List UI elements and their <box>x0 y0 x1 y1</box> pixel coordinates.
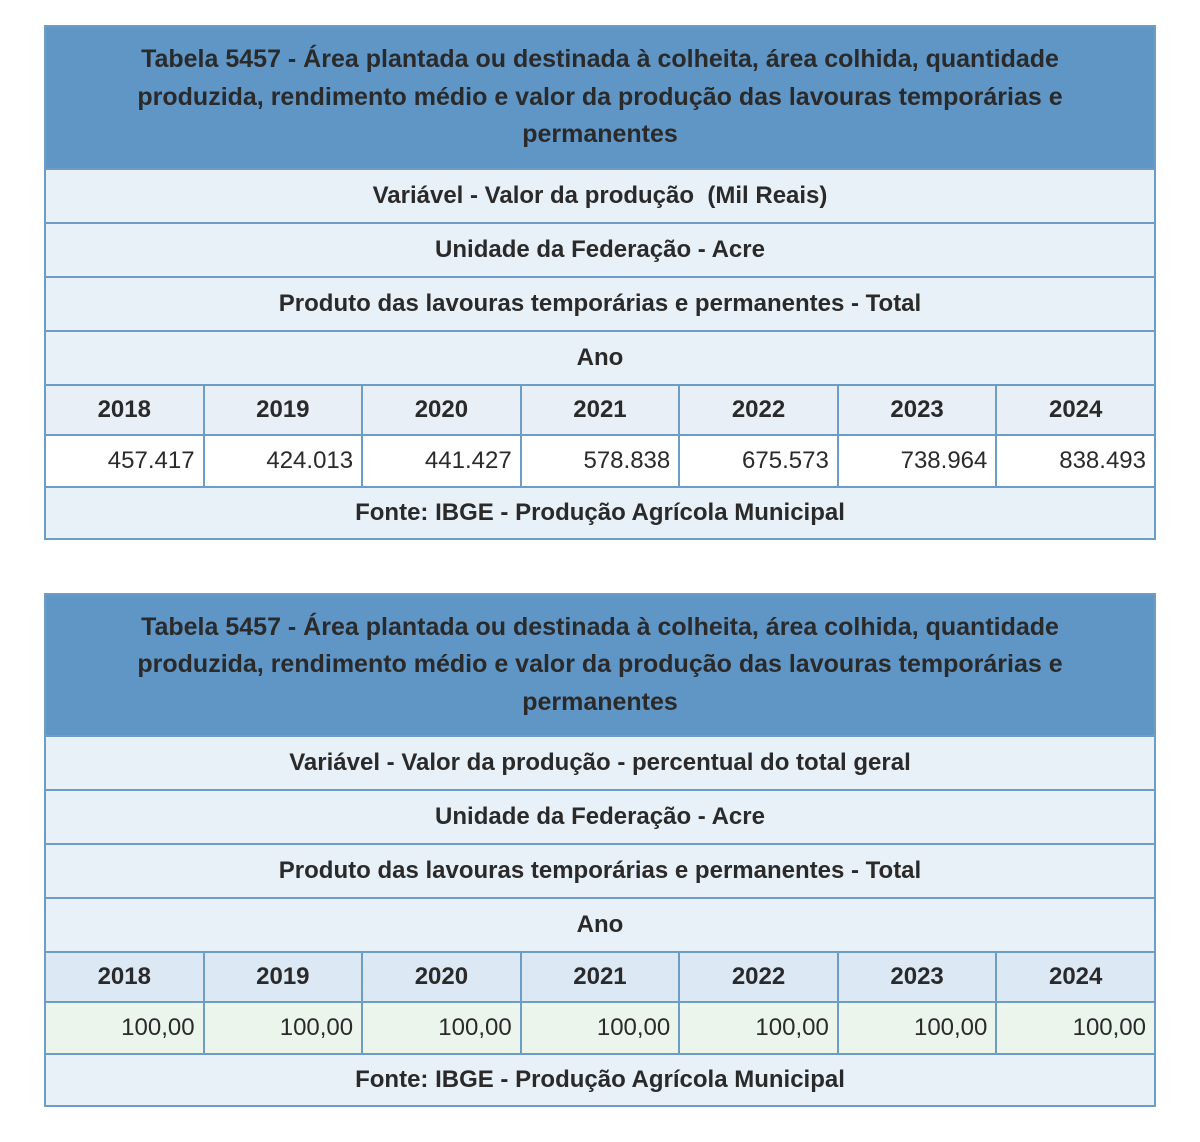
value-cell: 100,00 <box>361 1001 522 1055</box>
year-label: Ano <box>44 897 1156 953</box>
product-row: Produto das lavouras temporárias e perma… <box>44 275 1156 332</box>
year-header-row: 2018 2019 2020 2021 2022 2023 2024 <box>44 383 1156 436</box>
year-label-row: Ano <box>44 329 1156 386</box>
value-row: 457.417 424.013 441.427 578.838 675.573 … <box>44 433 1156 488</box>
federation-unit-row: Unidade da Federação - Acre <box>44 221 1156 278</box>
year-header-cell: 2022 <box>678 951 839 1003</box>
year-header-row: 2018 2019 2020 2021 2022 2023 2024 <box>44 951 1156 1003</box>
value-cell: 100,00 <box>836 1001 998 1055</box>
year-label-row: Ano <box>44 897 1156 953</box>
source-row: Fonte: IBGE - Produção Agrícola Municipa… <box>44 485 1156 540</box>
year-header-cell: 2019 <box>202 383 364 436</box>
year-header-cell: 2018 <box>44 951 205 1003</box>
variable-label: Variável - Valor da produção (Mil Reais) <box>44 167 1156 224</box>
year-header-cell: 2020 <box>361 951 522 1003</box>
year-header-cell: 2023 <box>836 951 998 1003</box>
year-header-cell: 2024 <box>995 951 1156 1003</box>
source-row: Fonte: IBGE - Produção Agrícola Municipa… <box>44 1053 1156 1107</box>
table-title: Tabela 5457 - Área plantada ou destinada… <box>44 25 1156 170</box>
year-header-cell: 2019 <box>202 951 364 1003</box>
product-row: Produto das lavouras temporárias e perma… <box>44 843 1156 899</box>
year-header-cell: 2020 <box>361 383 522 436</box>
variable-row: Variável - Valor da produção - percentua… <box>44 735 1156 791</box>
value-cell: 100,00 <box>678 1001 839 1055</box>
source-label: Fonte: IBGE - Produção Agrícola Municipa… <box>44 485 1156 540</box>
year-header-cell: 2021 <box>519 951 681 1003</box>
value-row: 100,00 100,00 100,00 100,00 100,00 100,0… <box>44 1001 1156 1055</box>
year-header-cell: 2024 <box>995 383 1156 436</box>
value-cell: 578.838 <box>519 433 681 488</box>
value-cell: 100,00 <box>519 1001 681 1055</box>
year-header-cell: 2023 <box>836 383 998 436</box>
table-title-row: Tabela 5457 - Área plantada ou destinada… <box>44 592 1156 737</box>
federation-unit-row: Unidade da Federação - Acre <box>44 789 1156 845</box>
table-title: Tabela 5457 - Área plantada ou destinada… <box>44 592 1156 737</box>
federation-unit-label: Unidade da Federação - Acre <box>44 221 1156 278</box>
product-label: Produto das lavouras temporárias e perma… <box>44 843 1156 899</box>
variable-label: Variável - Valor da produção - percentua… <box>44 735 1156 791</box>
year-header-cell: 2021 <box>519 383 681 436</box>
production-value-table: Tabela 5457 - Área plantada ou destinada… <box>44 25 1156 540</box>
value-cell: 738.964 <box>836 433 998 488</box>
year-label: Ano <box>44 329 1156 386</box>
value-cell: 675.573 <box>678 433 839 488</box>
year-header-cell: 2018 <box>44 383 205 436</box>
value-cell: 457.417 <box>44 433 205 488</box>
table-title-row: Tabela 5457 - Área plantada ou destinada… <box>44 25 1156 170</box>
value-cell: 100,00 <box>995 1001 1156 1055</box>
value-cell: 424.013 <box>202 433 364 488</box>
value-cell: 100,00 <box>202 1001 364 1055</box>
source-label: Fonte: IBGE - Produção Agrícola Municipa… <box>44 1053 1156 1107</box>
value-cell: 100,00 <box>44 1001 205 1055</box>
variable-row: Variável - Valor da produção (Mil Reais) <box>44 167 1156 224</box>
production-percent-table: Tabela 5457 - Área plantada ou destinada… <box>44 592 1156 1107</box>
product-label: Produto das lavouras temporárias e perma… <box>44 275 1156 332</box>
year-header-cell: 2022 <box>678 383 839 436</box>
federation-unit-label: Unidade da Federação - Acre <box>44 789 1156 845</box>
value-cell: 838.493 <box>995 433 1156 488</box>
value-cell: 441.427 <box>361 433 522 488</box>
